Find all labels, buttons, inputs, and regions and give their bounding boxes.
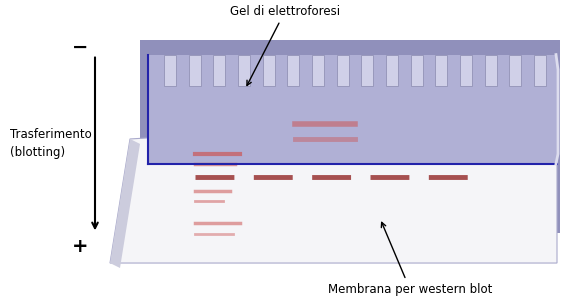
- Polygon shape: [410, 55, 423, 86]
- Text: +: +: [72, 237, 88, 256]
- Polygon shape: [312, 55, 324, 86]
- Polygon shape: [510, 55, 522, 86]
- Text: Trasferimento
(blotting): Trasferimento (blotting): [10, 129, 92, 159]
- Polygon shape: [110, 114, 557, 263]
- Polygon shape: [435, 55, 447, 86]
- Polygon shape: [148, 55, 557, 164]
- Text: −: −: [72, 38, 88, 57]
- Polygon shape: [337, 55, 349, 86]
- Polygon shape: [110, 139, 140, 268]
- Polygon shape: [213, 55, 225, 86]
- Polygon shape: [287, 55, 299, 86]
- Polygon shape: [238, 55, 250, 86]
- Text: Membrana per western blot: Membrana per western blot: [328, 222, 492, 296]
- Polygon shape: [164, 55, 176, 86]
- Polygon shape: [140, 40, 560, 233]
- Polygon shape: [386, 55, 398, 86]
- Polygon shape: [361, 55, 373, 86]
- Polygon shape: [263, 55, 275, 86]
- Polygon shape: [460, 55, 472, 86]
- Polygon shape: [534, 55, 546, 86]
- Text: Gel di elettroforesi: Gel di elettroforesi: [230, 5, 340, 86]
- Polygon shape: [189, 55, 201, 86]
- Polygon shape: [484, 55, 496, 86]
